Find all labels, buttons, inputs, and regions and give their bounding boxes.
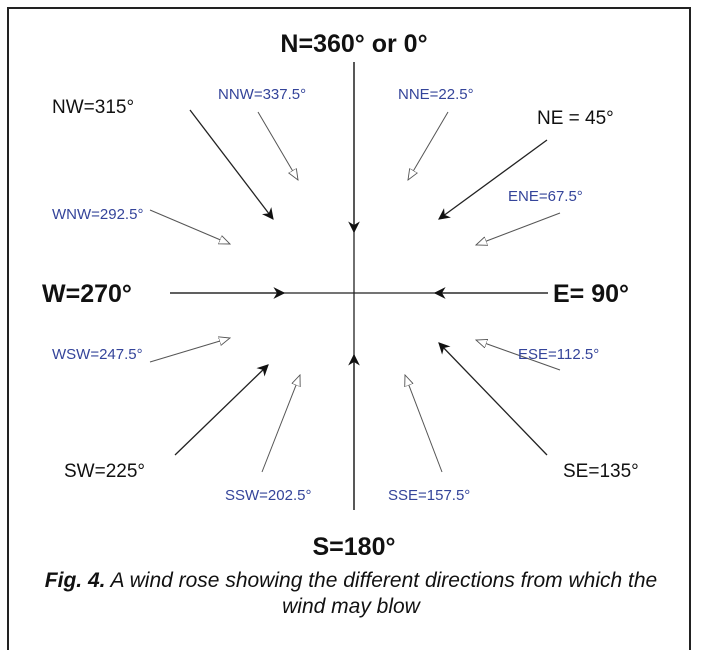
label-nnw: NNW=337.5° xyxy=(218,86,306,103)
label-sse: SSE=157.5° xyxy=(388,487,470,504)
caption-label: Fig. 4. xyxy=(44,569,106,592)
frame xyxy=(7,7,691,650)
arrow-nne xyxy=(408,111,449,180)
arrow-wnw xyxy=(149,209,230,244)
arrow-sse xyxy=(405,375,443,473)
arrow-ene xyxy=(476,212,561,245)
arrow-wsw xyxy=(149,338,230,363)
arrow-se xyxy=(438,342,548,456)
label-sw: SW=225° xyxy=(64,461,145,482)
label-ese: ESE=112.5° xyxy=(518,346,599,363)
label-w: W=270° xyxy=(42,280,132,308)
arrow-nw xyxy=(189,109,274,220)
arrow-sw xyxy=(174,364,269,456)
label-wsw: WSW=247.5° xyxy=(52,346,143,363)
caption-text: A wind rose showing the different direct… xyxy=(110,569,658,618)
arrow-ssw xyxy=(261,375,300,473)
label-se: SE=135° xyxy=(563,461,639,482)
caption: Fig. 4. A wind rose showing the differen… xyxy=(41,568,661,620)
arrow-nnw xyxy=(257,111,298,180)
label-ne: NE = 45° xyxy=(537,108,614,129)
label-s: S=180° xyxy=(313,533,396,561)
arrow-ese xyxy=(476,340,561,371)
label-wnw: WNW=292.5° xyxy=(52,206,143,223)
arrow-ne xyxy=(438,139,548,220)
label-nne: NNE=22.5° xyxy=(398,86,474,103)
label-n: N=360° or 0° xyxy=(280,30,427,58)
label-ssw: SSW=202.5° xyxy=(225,487,311,504)
label-nw: NW=315° xyxy=(52,97,134,118)
label-e: E= 90° xyxy=(553,280,629,308)
label-ene: ENE=67.5° xyxy=(508,188,583,205)
